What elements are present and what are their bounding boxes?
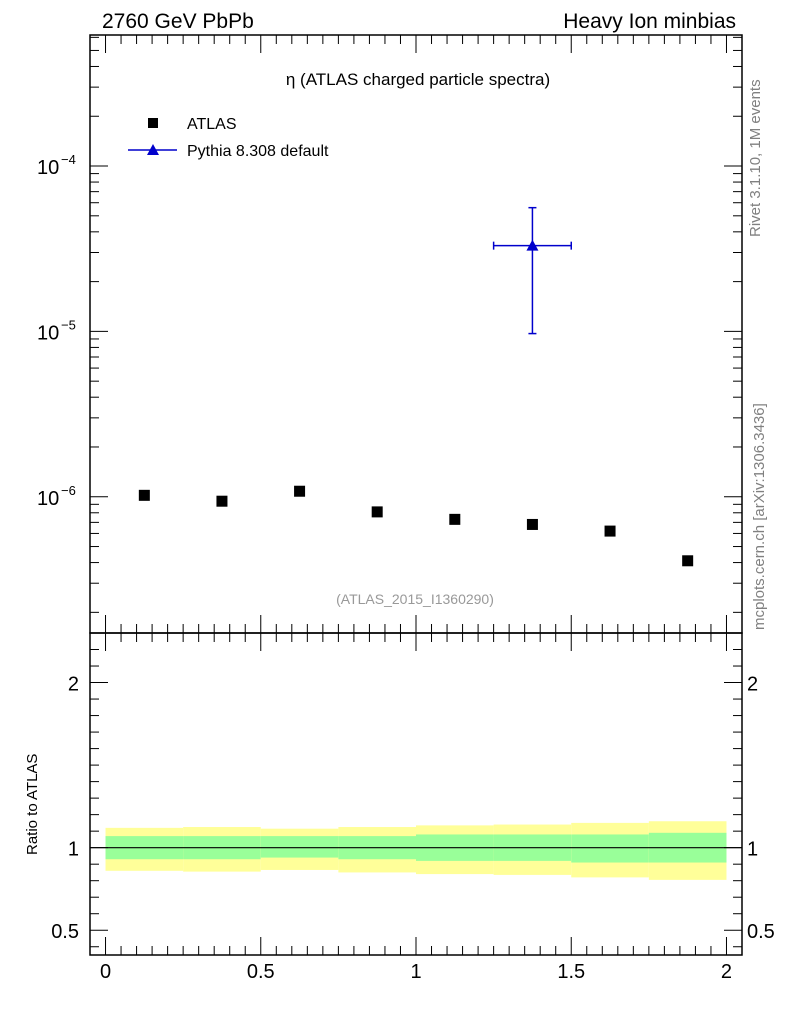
atlas-series — [138, 485, 694, 567]
ratio-y-tick-label-right: 2 — [747, 674, 758, 696]
side-label-rivet: Rivet 3.1.10, 1M events — [747, 79, 764, 237]
atlas-point — [526, 518, 538, 530]
legend-atlas-marker — [148, 118, 158, 128]
header-left: 2760 GeV PbPb — [102, 10, 254, 33]
main-y-tick-label: 10 — [37, 322, 59, 344]
main-y-tick-label: 10 — [37, 488, 59, 510]
pythia-series — [492, 206, 572, 335]
atlas-point — [294, 485, 306, 497]
header-right: Heavy Ion minbias — [563, 10, 736, 33]
atlas-point — [604, 525, 616, 537]
ratio-stat-band — [260, 836, 339, 858]
atlas-point — [371, 506, 383, 518]
main-y-tick-exponent: −4 — [61, 152, 76, 167]
legend: ATLAS Pythia 8.308 default — [128, 116, 329, 160]
main-y-tick-exponent: −6 — [61, 483, 76, 498]
pythia-point — [526, 239, 539, 251]
main-panel: 10−410−510−6 η (ATLAS charged particle s… — [37, 34, 743, 634]
main-y-tick-labels: 10−410−510−6 — [37, 152, 76, 510]
ratio-x-tick-labels: 0 0.5 1 1.5 2 — [100, 961, 732, 983]
ratio-x-tick-label: 1.5 — [557, 961, 585, 983]
ratio-stat-band — [571, 834, 649, 863]
analysis-tag: (ATLAS_2015_I1360290) — [336, 591, 494, 607]
ratio-y-tick-label-right: 0.5 — [747, 921, 775, 943]
ratio-panel: 0.5 0.5 1 1 2 2 0 0.5 1 1.5 2 Ratio to ATLAS — [24, 632, 775, 983]
main-x-ticks — [105, 35, 727, 633]
ratio-x-tick-label: 2 — [721, 961, 732, 983]
main-y-ticks — [90, 36, 742, 613]
ratio-y-tick-label-left: 2 — [68, 674, 79, 696]
atlas-point — [449, 513, 461, 525]
main-y-tick-exponent: −5 — [61, 317, 76, 332]
legend-atlas-label: ATLAS — [187, 116, 237, 133]
legend-pythia-label: Pythia 8.308 default — [187, 143, 329, 160]
side-label-mcplots: mcplots.cern.ch [arXiv:1306.3436] — [751, 403, 768, 630]
ratio-frame — [89, 632, 743, 956]
ratio-y-tick-label-left: 1 — [68, 839, 79, 861]
ratio-y-ticks — [90, 632, 742, 948]
ratio-y-tick-label-left: 0.5 — [51, 921, 79, 943]
ratio-x-ticks — [105, 633, 727, 955]
ratio-x-tick-label: 0 — [100, 961, 111, 983]
ratio-x-tick-label: 1 — [410, 961, 421, 983]
legend-pythia-marker — [147, 144, 159, 155]
atlas-point — [138, 489, 150, 501]
atlas-point — [216, 495, 228, 507]
atlas-point — [682, 555, 694, 567]
ratio-x-tick-label: 0.5 — [247, 961, 275, 983]
ratio-ylabel: Ratio to ATLAS — [24, 754, 41, 855]
ratio-bands — [105, 821, 727, 880]
ratio-y-tick-labels: 0.5 0.5 1 1 2 2 — [51, 674, 775, 944]
main-title: η (ATLAS charged particle spectra) — [286, 70, 550, 89]
main-y-tick-label: 10 — [37, 157, 59, 179]
ratio-y-tick-label-right: 1 — [747, 839, 758, 861]
